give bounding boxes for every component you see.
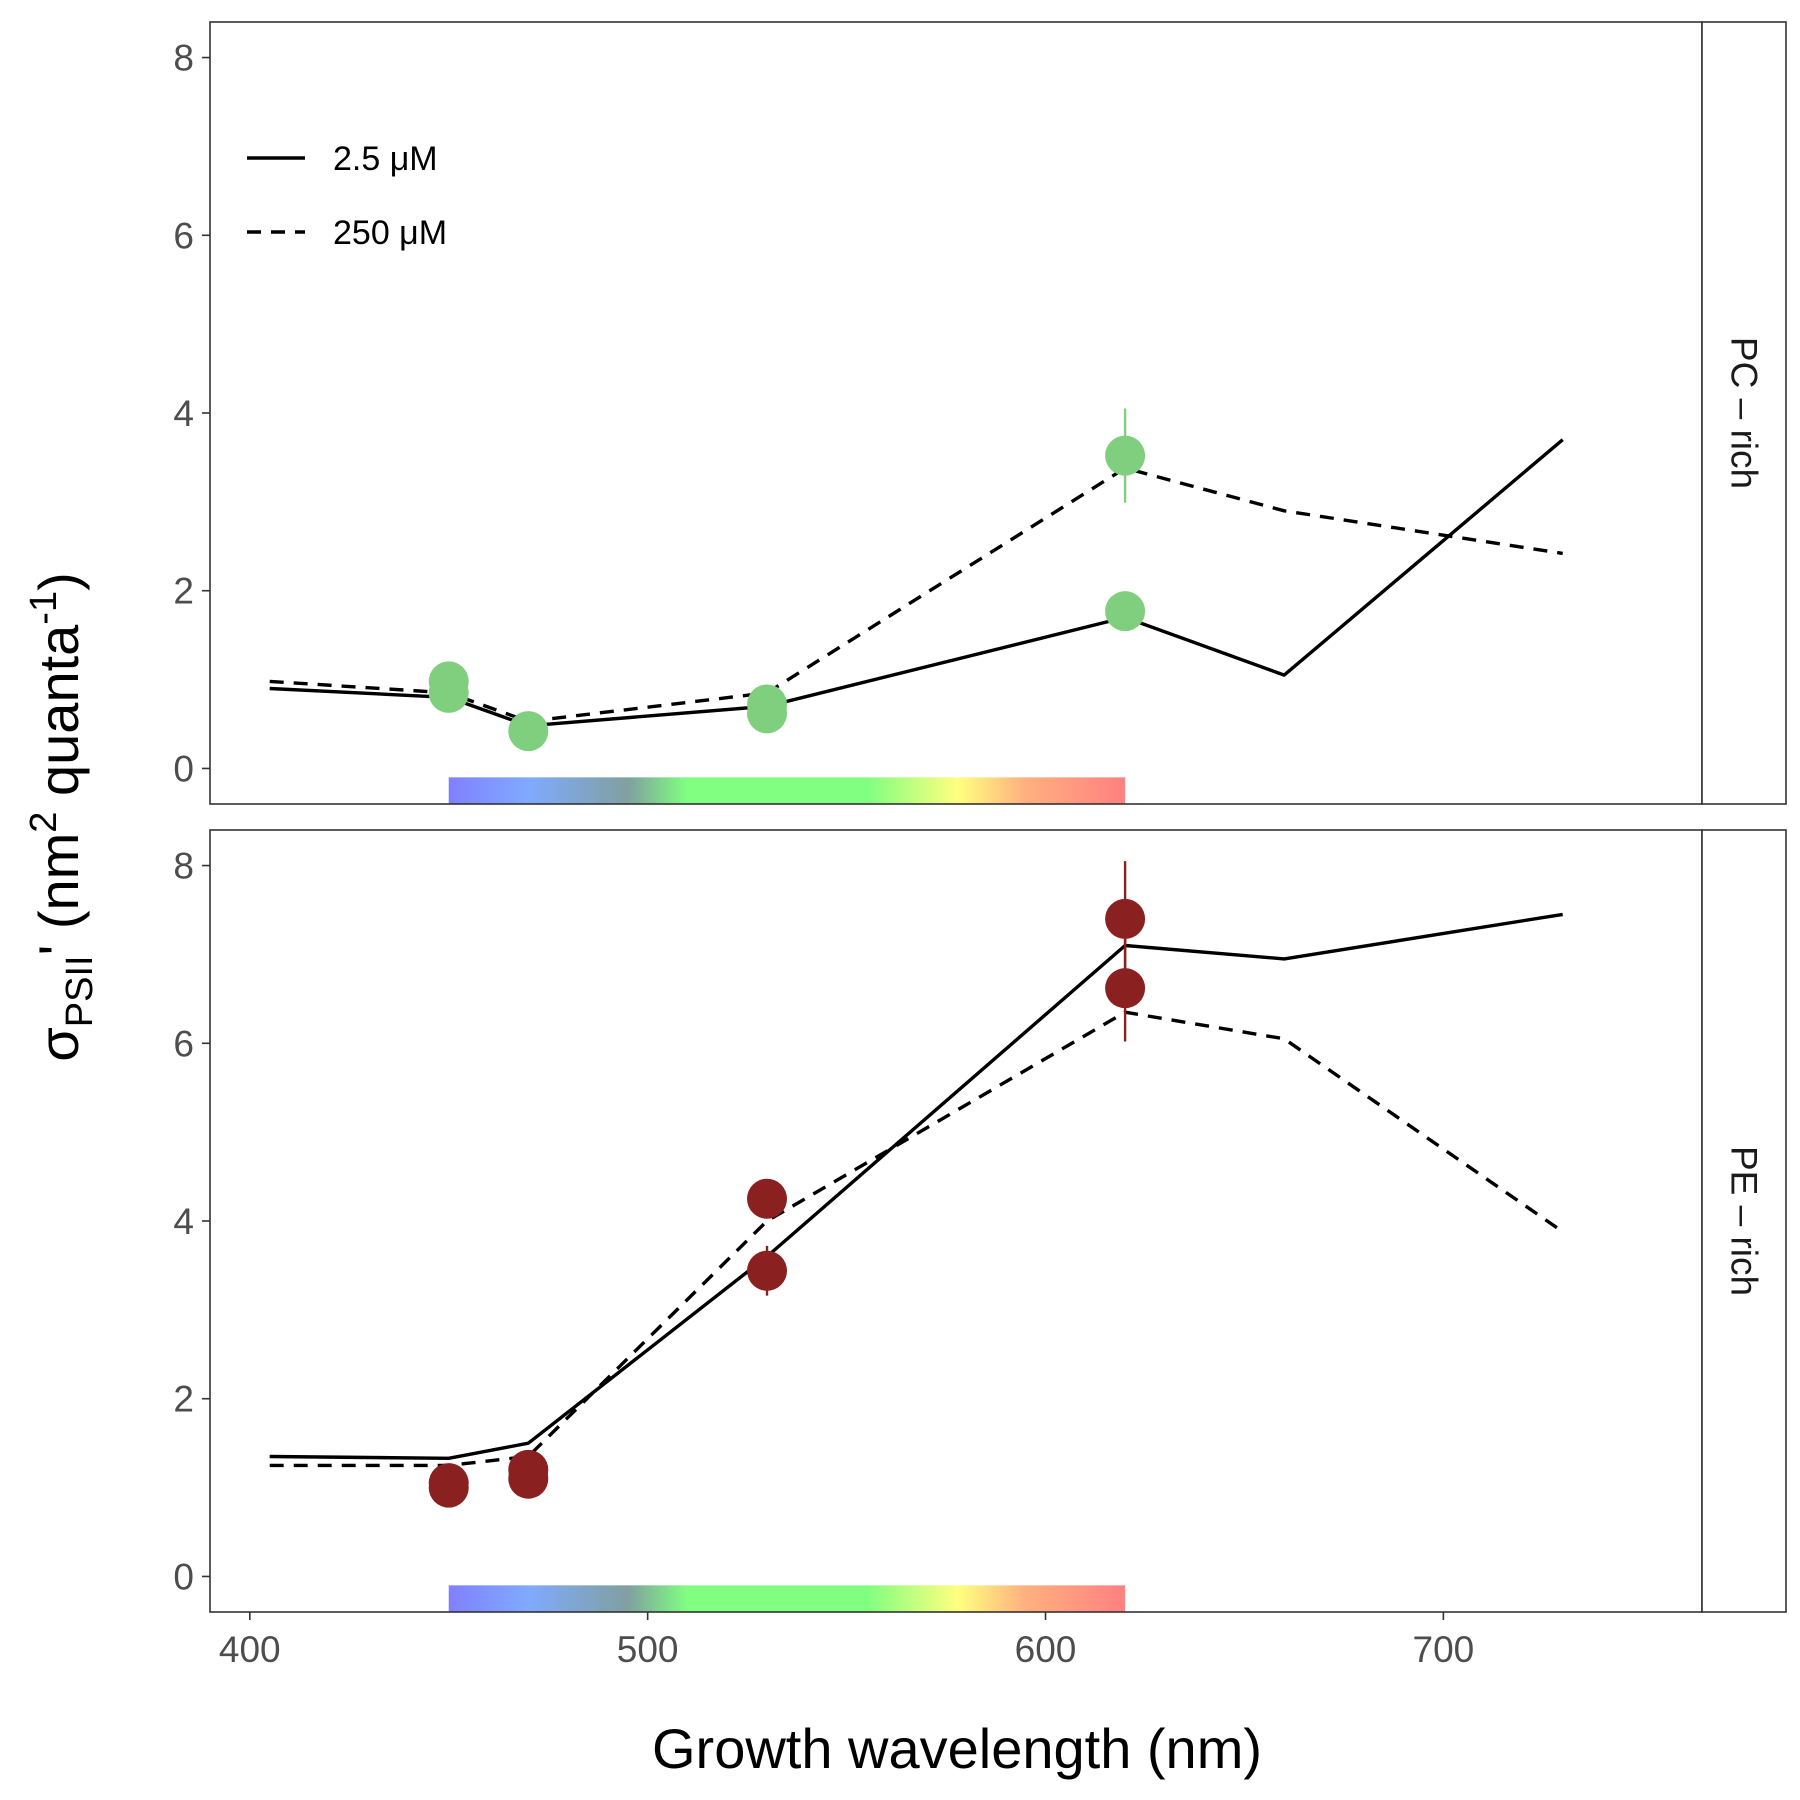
data-point bbox=[1105, 898, 1146, 939]
facet-strip-label: PC – rich bbox=[1724, 337, 1765, 489]
data-point bbox=[747, 684, 788, 725]
y-tick-label: 8 bbox=[173, 38, 194, 79]
data-point bbox=[1105, 435, 1146, 476]
panel-pe-rich: 0 2 4 6 8 PE – rich bbox=[173, 829, 1787, 1613]
y-axis-title-open: (nm bbox=[27, 833, 90, 945]
facet-strip bbox=[1701, 21, 1787, 805]
data-point bbox=[428, 1463, 469, 1504]
x-tick-label: 600 bbox=[1015, 1629, 1077, 1670]
data-point bbox=[1105, 968, 1146, 1009]
y-tick-label: 2 bbox=[173, 1379, 194, 1420]
y-axis-title-sup-exp: -1 bbox=[23, 591, 65, 625]
y-tick-label: 6 bbox=[173, 215, 194, 256]
y-tick-label: 8 bbox=[173, 846, 194, 887]
spectrum-bar bbox=[448, 777, 1126, 804]
y-tick-label: 4 bbox=[173, 1201, 194, 1242]
y-axis-title-mid: quanta bbox=[27, 624, 90, 812]
y-tick-label: 2 bbox=[173, 571, 194, 612]
x-axis-title: Growth wavelength (nm) bbox=[652, 1717, 1262, 1780]
legend-label: 2.5 μM bbox=[333, 140, 438, 178]
data-point bbox=[747, 1178, 788, 1219]
y-tick-label: 0 bbox=[173, 748, 194, 789]
y-tick-label: 6 bbox=[173, 1023, 194, 1064]
legend: 2.5 μM 250 μM bbox=[247, 140, 447, 252]
data-point bbox=[747, 1250, 788, 1291]
panel-pc-rich: 0 2 4 6 8 PC – rich bbox=[173, 21, 1787, 805]
y-axis-title-close: ) bbox=[27, 572, 90, 591]
legend-label: 250 μM bbox=[333, 214, 447, 252]
spectrum-bar bbox=[448, 1585, 1126, 1612]
y-tick-label: 4 bbox=[173, 393, 194, 434]
data-point bbox=[508, 1449, 549, 1490]
x-tick-label: 400 bbox=[219, 1629, 281, 1670]
y-axis-title-sup-unit: 2 bbox=[23, 812, 65, 833]
data-point bbox=[428, 661, 469, 702]
x-tick-label: 500 bbox=[617, 1629, 679, 1670]
y-tick-label: 0 bbox=[173, 1556, 194, 1597]
data-point bbox=[508, 711, 549, 752]
y-axis-title-sigma: σ bbox=[27, 1027, 90, 1062]
y-axis-title-sub: PSII bbox=[59, 955, 101, 1027]
facet-strip bbox=[1701, 829, 1787, 1613]
y-axis-title: σPSII' (nm2 quanta-1) bbox=[23, 572, 101, 1062]
y-axis-title-prime: ' bbox=[27, 945, 90, 956]
x-tick-label: 700 bbox=[1413, 1629, 1475, 1670]
facet-strip-label: PE – rich bbox=[1724, 1146, 1765, 1296]
data-point bbox=[1105, 591, 1146, 632]
